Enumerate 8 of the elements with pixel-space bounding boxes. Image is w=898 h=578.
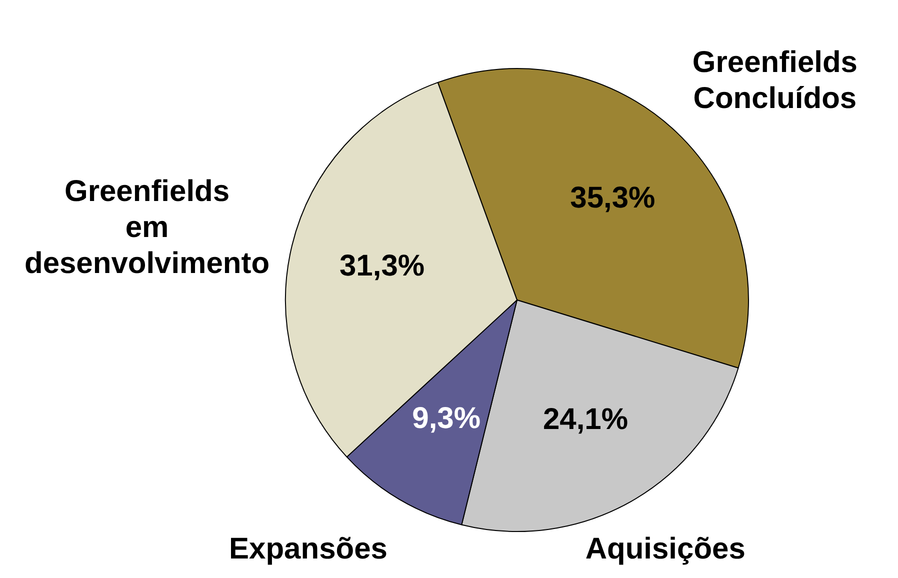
data-label: 9,3% [412,402,481,435]
data-label: 35,3% [570,182,656,215]
slice-label: Expansões [229,532,388,566]
slice-label: Greenfields em desenvolvimento [24,175,270,280]
slice-label: Greenfields Concluídos [692,46,858,116]
data-label: 24,1% [542,403,628,436]
data-label: 31,3% [339,249,425,282]
slice-label: Aquisições [585,532,746,566]
